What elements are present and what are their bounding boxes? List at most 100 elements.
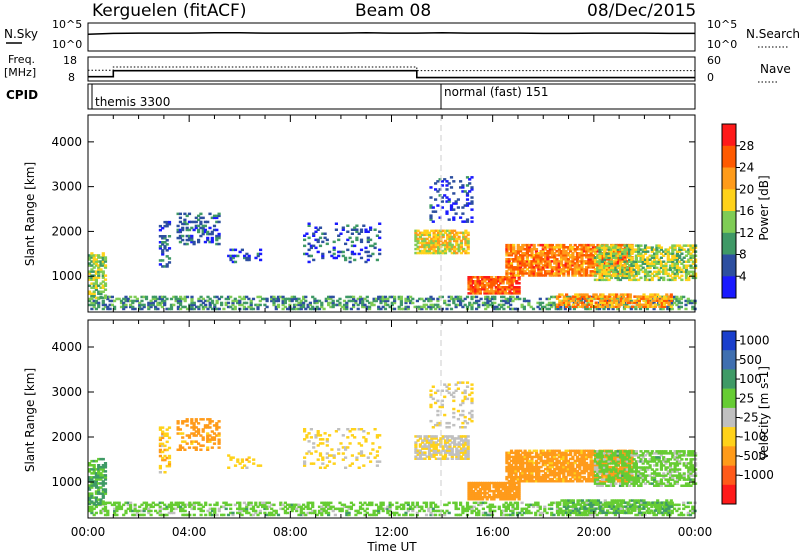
echo-cell-2233 [591, 272, 595, 275]
echo-cell-450 [404, 513, 408, 517]
echo-cell-278 [279, 503, 283, 507]
echo-cell-1142 [303, 430, 307, 433]
echo-cell-1388 [450, 451, 454, 454]
echo-cell-1880 [528, 254, 532, 257]
echo-cell-328 [313, 511, 317, 515]
echo-cell-1231 [357, 252, 361, 256]
echo-cell-1042 [187, 220, 192, 224]
echo-cell-892 [94, 498, 98, 501]
echo-cell-2771 [653, 258, 657, 261]
echo-cell-1084 [206, 232, 210, 236]
echo-cell-1713 [508, 286, 512, 289]
echo-cell-860 [88, 276, 92, 279]
echo-cell-530 [454, 295, 458, 299]
echo-cell-999 [165, 224, 169, 228]
echo-cell-2902 [678, 246, 682, 249]
echo-cell-828 [675, 299, 679, 303]
echo-cell-2361 [612, 250, 616, 253]
echo-cell-2737 [646, 266, 650, 270]
echo-cell-1615 [478, 288, 482, 291]
echo-cell-789 [645, 307, 649, 311]
echo-cell-522 [461, 505, 465, 509]
freq-panel: Freq. [MHz] 18 8 60 0 Nave [4, 53, 791, 84]
echo-cell-821 [670, 303, 674, 307]
echo-cell-2544 [607, 278, 611, 282]
echo-cell-1819 [516, 250, 520, 253]
echo-cell-1502 [438, 188, 442, 191]
echo-cell-3085 [610, 297, 614, 300]
echo-cell-1695 [501, 278, 505, 281]
echo-cell-585 [504, 501, 508, 505]
echo-cell-2875 [673, 254, 677, 257]
echo-cell-160 [192, 505, 196, 509]
echo-cell-590 [495, 307, 499, 311]
echo-cell-411 [377, 511, 381, 515]
echo-cell-1085 [206, 230, 210, 234]
echo-cell-1622 [487, 485, 492, 489]
echo-cell-2590 [616, 274, 620, 278]
echo-cell-1784 [509, 248, 514, 251]
echo-cell-1400 [443, 229, 448, 233]
echo-cell-1844 [521, 256, 525, 259]
echo-cell-938 [99, 256, 103, 259]
echo-cell-1241 [373, 428, 377, 431]
echo-cell-1577 [474, 485, 478, 489]
echo-cell-2894 [678, 270, 682, 274]
echo-cell-1599 [481, 487, 485, 491]
echo-cell-2723 [643, 270, 648, 274]
echo-cell-3016 [576, 297, 580, 300]
echo-cell-973 [158, 228, 162, 232]
echo-cell-2480 [593, 256, 597, 259]
echo-cell-1923 [534, 248, 539, 251]
echo-cell-456 [399, 301, 403, 305]
echo-cell-1794 [512, 252, 516, 255]
echo-cell-645 [545, 307, 549, 311]
echo-cell-2966 [691, 244, 695, 247]
echo-cell-464 [404, 299, 408, 303]
echo-cell-1865 [525, 258, 529, 261]
echo-cell-2397 [619, 264, 623, 267]
echo-cell-452 [404, 501, 408, 505]
echo-cell-1637 [485, 288, 489, 291]
echo-cell-2506 [598, 246, 602, 249]
echo-cell-1621 [481, 286, 485, 289]
echo-cell-3077 [606, 295, 610, 298]
echo-cell-2890 [675, 252, 679, 255]
echo-cell-1353 [441, 449, 445, 452]
echo-cell-2162 [578, 254, 582, 257]
echo-cell-1443 [464, 443, 468, 446]
echo-cell-1189 [332, 248, 336, 252]
cbar-tick-label-4: 12 [739, 226, 754, 240]
echo-cell-2000 [548, 246, 552, 249]
echo-cell-1988 [546, 243, 550, 247]
echo-cell-207 [231, 513, 235, 517]
echo-cell-2198 [585, 260, 589, 263]
echo-cell-897 [94, 484, 98, 487]
echo-cell-933 [99, 466, 103, 469]
echo-cell-2019 [553, 262, 557, 265]
echo-cell-104 [158, 513, 162, 517]
echo-cell-1649 [497, 485, 501, 489]
echo-cell-2257 [594, 246, 598, 249]
echo-cell-402 [370, 513, 374, 517]
echo-cell-492 [427, 299, 431, 303]
echo-cell-1218 [355, 456, 359, 459]
echo-cell-2779 [655, 266, 659, 270]
echo-cell-1635 [492, 483, 496, 487]
echo-cell-979 [161, 249, 165, 252]
echo-cell-246 [256, 305, 260, 309]
echo-cell-846 [691, 505, 695, 509]
echo-cell-1415 [457, 441, 461, 444]
echo-cell-2499 [598, 260, 602, 263]
echo-cell-376 [347, 299, 351, 303]
echo-cell-1928 [537, 266, 541, 269]
echo-cell-1320 [432, 451, 436, 454]
echo-cell-2344 [610, 258, 614, 261]
echo-cell-1901 [532, 270, 536, 273]
echo-cell-909 [97, 490, 101, 493]
echo-cell-2068 [562, 272, 566, 275]
echo-cell-2062 [559, 254, 564, 257]
echo-cell-3127 [633, 301, 637, 304]
echo-cell-180 [208, 503, 212, 507]
echo-cell-1071 [201, 430, 205, 433]
